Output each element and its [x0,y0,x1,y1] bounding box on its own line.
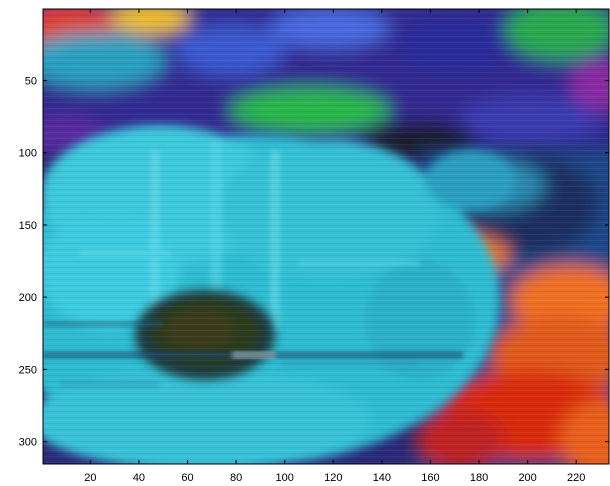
x-tick-label: 60 [181,472,193,484]
y-tick-label: 100 [19,148,37,160]
x-axis: 20 40 60 80 100 120 140 160 180 200 220 [84,9,585,484]
x-tick-label: 80 [230,472,242,484]
x-tick-label: 20 [84,472,96,484]
y-tick-label: 200 [19,292,37,304]
x-tick-label: 160 [421,472,439,484]
x-tick-label: 40 [133,472,145,484]
y-axis: 50 100 150 200 250 300 [19,76,609,449]
y-tick-label: 150 [19,220,37,232]
y-tick-label: 50 [25,76,37,88]
x-tick-label: 140 [373,472,391,484]
x-tick-label: 180 [470,472,488,484]
x-tick-label: 200 [518,472,536,484]
axes-frame [42,8,610,465]
y-tick-label: 250 [19,364,37,376]
x-tick-label: 100 [276,472,294,484]
x-tick-label: 120 [324,472,342,484]
y-tick-label: 300 [19,437,37,449]
x-tick-label: 220 [567,472,585,484]
